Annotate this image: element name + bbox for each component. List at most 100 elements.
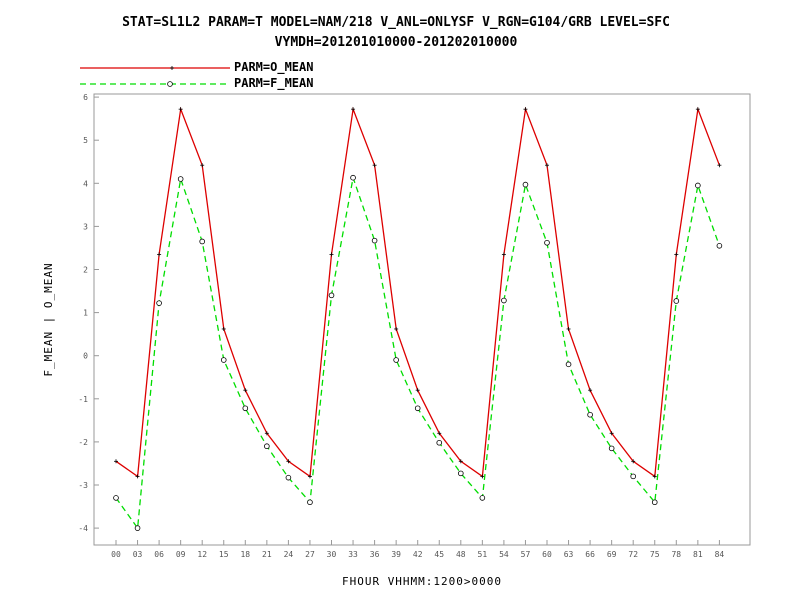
o-mean-point	[609, 431, 614, 436]
x-tick-label: 66	[585, 550, 595, 559]
x-tick-label: 24	[284, 550, 294, 559]
f-mean-point	[307, 499, 313, 506]
o-mean-point	[545, 163, 549, 168]
o-mean-point	[329, 252, 334, 257]
x-axis: 00 03 06 09 12 15 18 21 24 27 30 33 36 39 42 45 48 51 54 57…	[111, 540, 724, 559]
y-tick-label: 5	[83, 136, 88, 145]
f-mean-point	[587, 411, 593, 418]
x-tick-label: 00	[111, 550, 121, 559]
o-mean-point	[221, 326, 226, 331]
f-mean-point	[630, 473, 636, 480]
o-mean-point	[523, 107, 528, 112]
x-tick-label: 18	[240, 550, 250, 559]
x-tick-label: 72	[628, 550, 638, 559]
chart-title: STAT=SL1L2 PARAM=T MODEL=NAM/218 V_ANL=O…	[122, 15, 670, 30]
x-tick-label: 78	[671, 550, 681, 559]
f-mean-point	[436, 439, 443, 446]
o-mean-point	[307, 474, 312, 479]
y-tick-label: -1	[78, 395, 88, 404]
y-tick-label: 4	[83, 179, 88, 188]
x-tick-label: 81	[693, 550, 703, 559]
x-tick-label: 48	[456, 550, 466, 559]
x-tick-label: 57	[521, 550, 531, 559]
f-mean-point	[156, 300, 162, 306]
o-mean-point	[264, 431, 269, 436]
o-mean-point	[415, 388, 420, 393]
o-mean-line	[115, 106, 721, 478]
x-tick-label: 51	[478, 550, 488, 559]
o-mean-point	[157, 252, 162, 257]
chart-subtitle: VYMDH=201201010000-201202010000	[274, 35, 518, 50]
y-tick-label: 0	[83, 352, 88, 361]
f-mean-point	[501, 297, 507, 304]
y-axis: -4 -3 -2 -1 0 1 2 3 4 5 6	[78, 93, 99, 533]
y-tick-label: -2	[78, 438, 88, 447]
y-tick-label: 6	[83, 93, 88, 102]
x-tick-label: 63	[564, 550, 574, 559]
o-mean-point	[695, 107, 700, 112]
f-mean-point	[414, 405, 421, 412]
f-mean-point	[285, 474, 292, 481]
x-tick-label: 12	[197, 550, 207, 559]
o-mean-point	[674, 252, 679, 257]
y-tick-label: 3	[83, 222, 88, 231]
o-mean-point	[501, 252, 506, 257]
x-tick-label: 06	[154, 550, 164, 559]
y-tick-label: -4	[78, 524, 88, 533]
plot-frame	[93, 93, 751, 546]
f-mean-point	[350, 174, 356, 181]
f-mean-line	[115, 175, 721, 530]
f-mean-point	[177, 176, 184, 182]
x-axis-label: FHOUR VHHMM:1200>0000	[342, 575, 502, 588]
legend-marker-f-mean	[167, 81, 173, 87]
x-tick-label: 42	[413, 550, 423, 559]
f-mean-point	[479, 495, 486, 501]
x-tick-label: 33	[348, 550, 358, 559]
x-tick-label: 21	[262, 550, 272, 559]
o-mean-point	[631, 459, 636, 464]
o-mean-point	[652, 474, 657, 479]
y-axis-label: F_MEAN | O_MEAN	[42, 262, 55, 376]
f-mean-point	[242, 405, 249, 412]
x-tick-label: 30	[327, 550, 337, 559]
o-mean-point	[243, 388, 248, 393]
x-tick-label: 75	[650, 550, 660, 559]
f-mean-point	[716, 242, 723, 249]
legend-label-o-mean: PARM=O_MEAN	[234, 60, 314, 74]
x-tick-label: 45	[434, 550, 444, 559]
x-tick-label: 27	[305, 550, 315, 559]
o-mean-point	[114, 459, 118, 464]
y-tick-label: 1	[83, 309, 88, 318]
f-mean-point	[328, 292, 335, 299]
f-mean-point	[134, 525, 141, 531]
plot-series	[113, 106, 723, 531]
f-mean-point	[220, 357, 227, 363]
x-tick-label: 36	[370, 550, 380, 559]
o-mean-point	[286, 459, 291, 464]
o-mean-point	[480, 474, 485, 479]
y-tick-label: 2	[83, 266, 88, 275]
f-mean-point	[522, 181, 529, 188]
o-mean-point	[178, 107, 183, 112]
o-mean-point	[566, 326, 571, 331]
o-mean-point	[717, 163, 722, 168]
f-mean-point	[695, 182, 701, 189]
x-tick-label: 84	[715, 550, 725, 559]
f-mean-point	[393, 357, 399, 363]
x-tick-label: 03	[133, 550, 143, 559]
f-mean-point	[457, 470, 464, 477]
f-mean-point	[264, 443, 270, 450]
o-mean-point	[458, 459, 463, 464]
x-tick-label: 60	[542, 550, 552, 559]
y-tick-label: -3	[78, 481, 88, 490]
legend	[80, 66, 230, 87]
o-mean-point	[351, 107, 356, 112]
x-tick-label: 39	[391, 550, 401, 559]
f-mean-point	[651, 499, 658, 506]
f-mean-point	[673, 298, 680, 304]
legend-label-f-mean: PARM=F_MEAN	[234, 76, 314, 90]
x-tick-label: 15	[219, 550, 229, 559]
f-mean-point	[544, 239, 550, 246]
o-mean-point	[135, 474, 140, 479]
